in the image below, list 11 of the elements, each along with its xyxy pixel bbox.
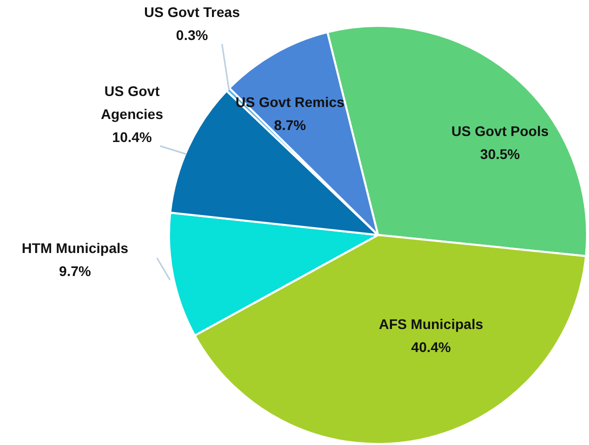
slice-label: AFS Municipals bbox=[378, 316, 484, 332]
data-label: 0.3% bbox=[176, 26, 208, 43]
slice-label: US Govt Agencies bbox=[100, 82, 164, 122]
slice-label: US Govt Treas bbox=[144, 4, 240, 20]
data-label: 40.4% bbox=[411, 338, 452, 355]
slice-label: HTM Municipals bbox=[22, 240, 128, 256]
data-label: 30.5% bbox=[480, 146, 520, 162]
slice-label: US Govt Pools bbox=[451, 122, 549, 139]
data-label: 8.7% bbox=[274, 116, 306, 133]
data-label: 9.7% bbox=[59, 262, 92, 279]
data-label: 10.4% bbox=[112, 128, 152, 145]
